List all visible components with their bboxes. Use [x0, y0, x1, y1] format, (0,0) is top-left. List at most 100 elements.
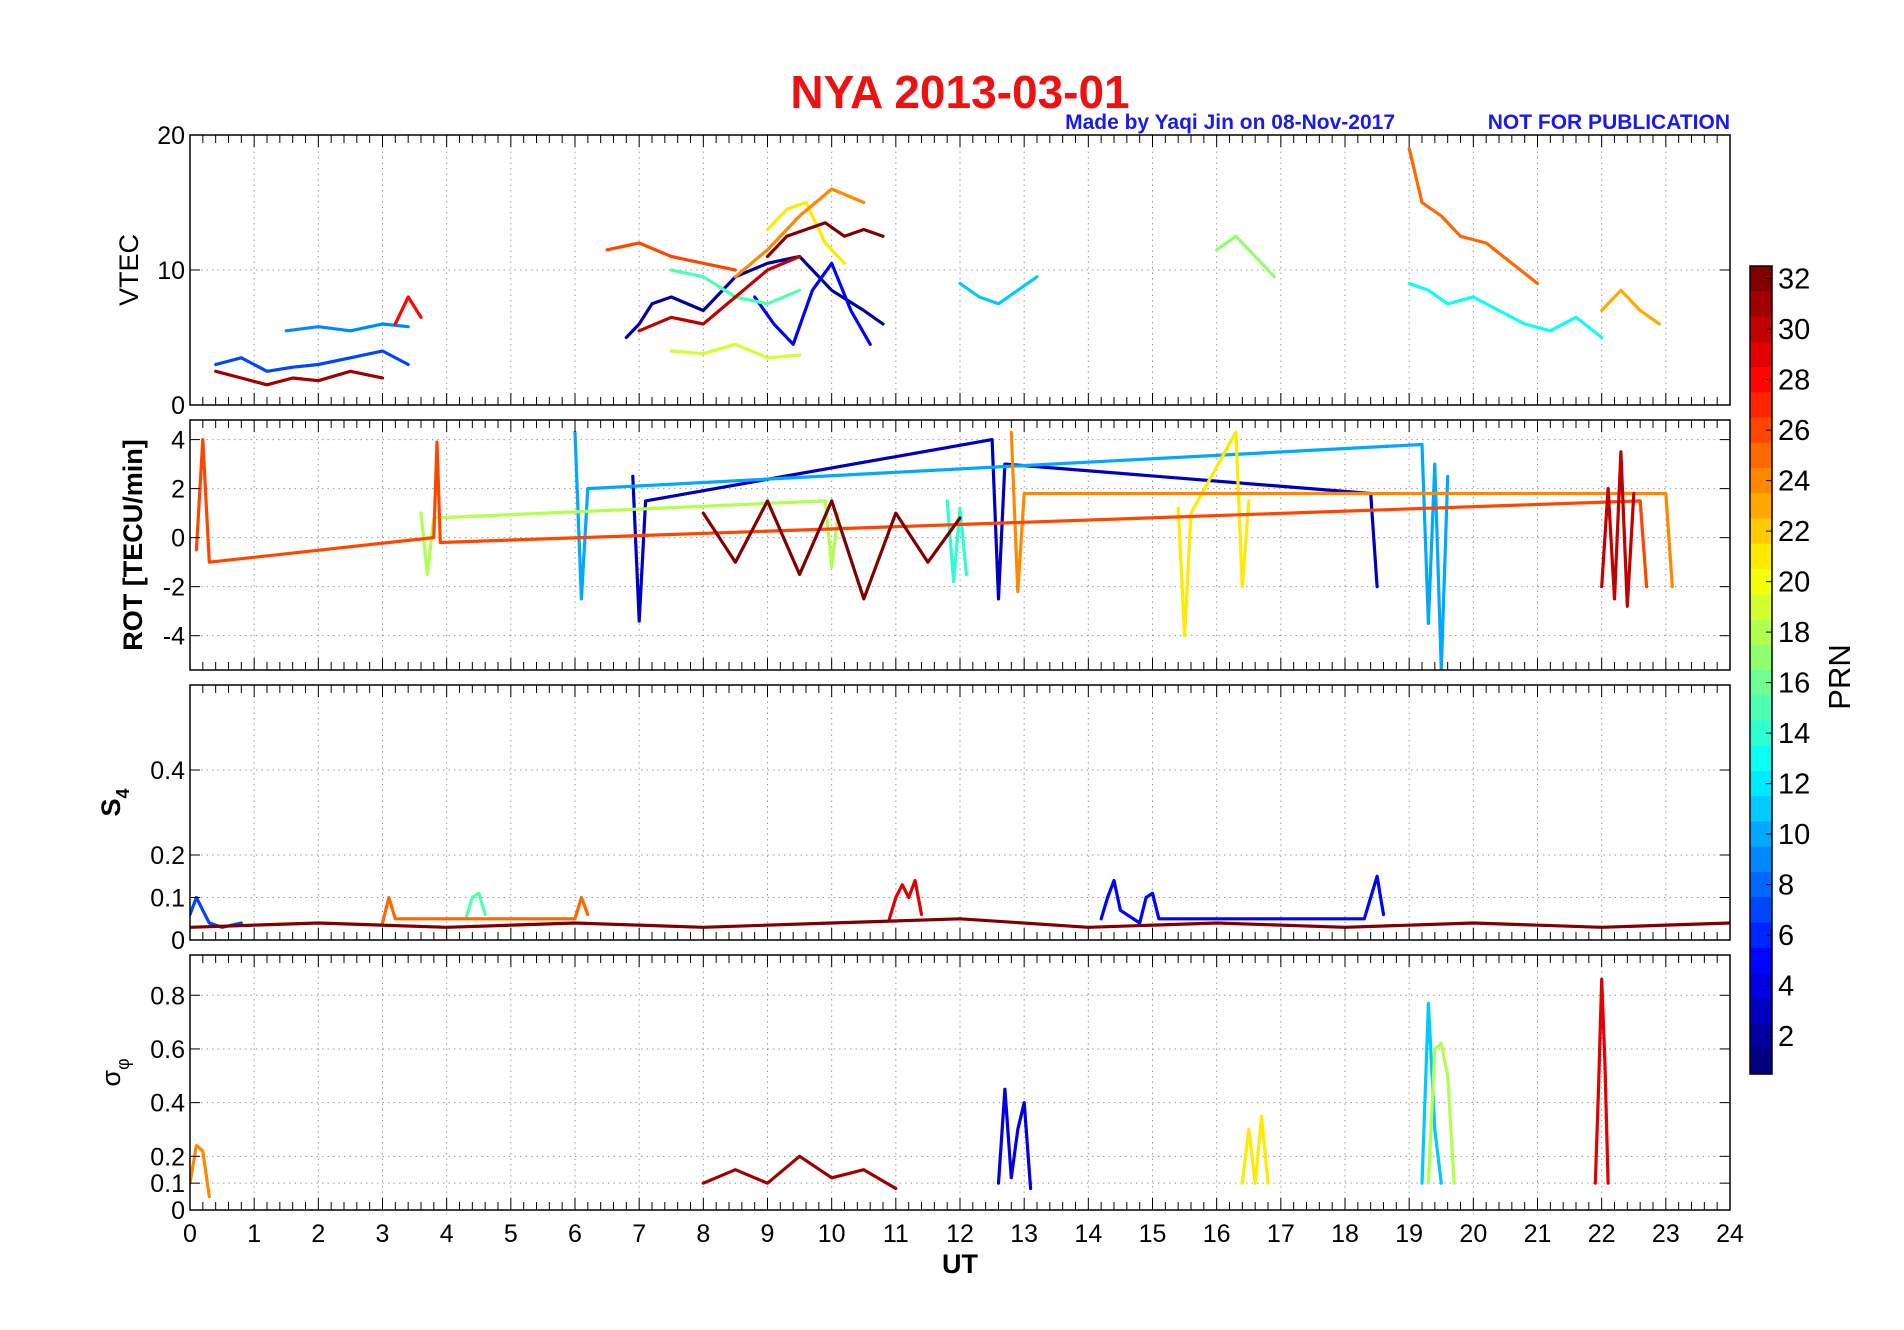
credit-text: Made by Yaqi Jin on 08-Nov-2017	[1065, 111, 1395, 134]
s4-series-prn-25	[380, 895, 590, 925]
x-tick-label: 21	[1524, 1220, 1552, 1248]
colorbar-swatch	[1750, 266, 1772, 292]
vtec-series-group	[214, 146, 1662, 387]
colorbar-swatch	[1750, 998, 1772, 1025]
vtec-series-prn-30	[637, 254, 802, 333]
vtec-series-prn-23	[1600, 288, 1662, 326]
x-tick-label: 4	[440, 1220, 454, 1248]
x-tick-label: 15	[1139, 1220, 1167, 1248]
rot-series-prn-10	[573, 430, 1450, 670]
vtec-series-prn-7	[214, 349, 410, 373]
colorbar-tick-label: 24	[1778, 466, 1810, 498]
colorbar-tick-label: 12	[1778, 769, 1810, 801]
colorbar-tick-label: 2	[1778, 1021, 1794, 1053]
colorbar-tick-label: 26	[1778, 415, 1810, 447]
colorbar-tick-label: 28	[1778, 365, 1810, 397]
colorbar-tick-label: 16	[1778, 668, 1810, 700]
notice-text: NOT FOR PUBLICATION	[1488, 111, 1730, 134]
colorbar-swatch	[1750, 821, 1772, 848]
s4-series-prn-7	[190, 895, 243, 929]
sigma-phi-y-tick-label: 0.4	[150, 1090, 185, 1118]
s4-series-prn-15	[464, 891, 487, 921]
frame-layer	[189, 134, 1731, 1211]
s4-y-tick-label: 0.1	[150, 885, 185, 913]
colorbar-swatch	[1750, 569, 1772, 595]
colorbar-swatch	[1750, 367, 1772, 393]
x-axis-label: UT	[942, 1249, 978, 1279]
colorbar-swatch	[1750, 720, 1772, 747]
grid-layer	[190, 135, 1730, 1210]
x-tick-label: 3	[376, 1220, 390, 1248]
colorbar-swatch	[1750, 846, 1772, 873]
sigma-phi-series-prn-29	[1593, 977, 1610, 1185]
colorbar-tick-label: 10	[1778, 819, 1810, 851]
x-tick-label: 7	[632, 1220, 646, 1248]
x-tick-label: 13	[1010, 1220, 1038, 1248]
rot-y-axis-label: ROT [TECU/min]	[118, 439, 148, 650]
vtec-series-prn-11	[958, 275, 1039, 306]
sigma-phi-series-prn-18	[1426, 1041, 1456, 1185]
s4-y-axis-label: S4	[96, 788, 133, 816]
x-tick-label: 17	[1267, 1220, 1295, 1248]
sigma-phi-y-tick-label: 0.2	[150, 1143, 185, 1171]
s4-series-group	[190, 874, 1730, 929]
colorbar-tick-label: 4	[1778, 971, 1794, 1003]
vtec-y-tick-label: 0	[171, 392, 185, 420]
colorbar-swatch	[1750, 771, 1772, 797]
colorbar-swatch	[1750, 973, 1772, 999]
x-tick-label: 0	[183, 1220, 197, 1248]
rot-y-tick-label: 0	[171, 525, 185, 553]
rot-series-prn-3	[631, 438, 1379, 623]
s4-series-prn-5	[1099, 874, 1386, 925]
colorbar-swatch	[1750, 695, 1772, 722]
colorbar-swatch	[1750, 1023, 1772, 1050]
colorbar-tick-label: 30	[1778, 314, 1810, 346]
rot-series-prn-30	[1600, 450, 1636, 608]
colorbar-swatch	[1750, 493, 1772, 520]
x-tick-label: 9	[761, 1220, 775, 1248]
vtec-series-prn-28	[393, 295, 423, 326]
vtec-series-prn-13	[1407, 281, 1604, 340]
x-tick-label: 1	[247, 1220, 261, 1248]
x-tick-label: 19	[1395, 1220, 1423, 1248]
vtec-series-prn-31	[214, 369, 385, 387]
colorbar-tick-label: 6	[1778, 920, 1794, 952]
rot-y-tick-label: -4	[163, 623, 185, 651]
colorbar-swatch	[1750, 872, 1772, 898]
rot-series-prn-24	[1009, 430, 1674, 594]
s4-series-prn-29	[887, 878, 924, 921]
vtec-y-tick-label: 10	[157, 257, 185, 285]
colorbar-swatch	[1750, 291, 1772, 318]
colorbar-swatch	[1750, 594, 1772, 621]
vtec-series-prn-32	[765, 221, 885, 259]
x-tick-label: 23	[1652, 1220, 1680, 1248]
x-tick-label: 5	[504, 1220, 518, 1248]
x-tick-label: 14	[1074, 1220, 1102, 1248]
vtec-series-prn-26	[605, 241, 738, 272]
colorbar-label: PRN	[1822, 644, 1857, 709]
colorbar-swatch	[1750, 922, 1772, 949]
x-tick-label: 2	[311, 1220, 325, 1248]
colorbar-swatch	[1750, 1048, 1772, 1075]
sigma-phi-series-prn-24	[190, 1143, 211, 1199]
rot-series-prn-32	[701, 499, 962, 601]
colorbar-swatch	[1750, 796, 1772, 823]
colorbar-swatch	[1750, 417, 1772, 444]
colorbar-tick-label: 8	[1778, 870, 1794, 902]
vtec-y-tick-label: 20	[157, 122, 185, 150]
s4-y-tick-label: 0	[171, 927, 185, 955]
sigma-phi-series-prn-21	[1240, 1114, 1270, 1185]
colorbar-swatch	[1750, 543, 1772, 570]
s4-y-tick-label: 0.2	[150, 842, 185, 870]
s4-label-subscript: 4	[113, 788, 133, 798]
colorbar-swatch	[1750, 316, 1772, 343]
x-tick-label: 10	[818, 1220, 846, 1248]
rot-y-tick-label: 4	[171, 427, 185, 455]
sigma-phi-y-tick-label: 0.8	[150, 982, 185, 1010]
rot-y-tick-label: -2	[163, 574, 185, 602]
colorbar-swatch	[1750, 518, 1772, 545]
sigma-phi-label-subscript: φ	[113, 1058, 133, 1070]
